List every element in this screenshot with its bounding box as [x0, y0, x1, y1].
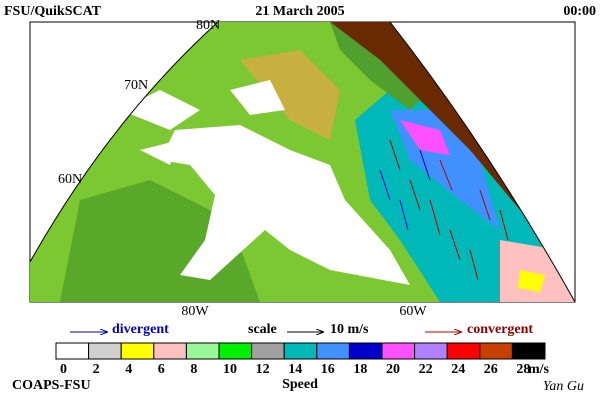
lon-label: 60W [399, 304, 427, 319]
lon-label: 80W [181, 304, 209, 319]
colorbar: 0 2 4 6 8 10 12 14 16 18 20 22 24 26 28m/s [55, 342, 550, 377]
colorbar-tick: 28 [516, 362, 530, 377]
colorbar-box [316, 342, 350, 360]
colorbar-tick: 20 [386, 362, 400, 377]
wind-arrows [389, 139, 509, 281]
colorbar-tick: 16 [321, 362, 335, 377]
lat-label: 60N [58, 172, 82, 187]
title: FSU/QuikSCAT [4, 4, 102, 19]
colorbar-box [153, 342, 187, 360]
colorbar-tick: 26 [484, 362, 498, 377]
lat-label: 70N [124, 78, 148, 93]
colorbar-box [283, 342, 318, 360]
colorbar-tick: 22 [419, 362, 433, 377]
colorbar-tick: 4 [125, 362, 132, 377]
greenland-coast [330, 22, 420, 110]
colorbar-box [55, 342, 90, 360]
colorbar-box [88, 342, 122, 360]
colorbar-box [185, 342, 220, 360]
colorbar-box [414, 342, 448, 360]
scale-value: 10 m/s [330, 322, 369, 337]
scale-label: scale [248, 322, 277, 337]
footer-left: COAPS-FSU [12, 378, 91, 393]
colorbar-box [511, 342, 546, 360]
colorbar-tick: 18 [353, 362, 367, 377]
colorbar-box [446, 342, 481, 360]
colorbar-tick: 14 [288, 362, 302, 377]
wind-max [400, 120, 450, 155]
divergent-label: divergent [112, 322, 169, 337]
lat-label: 80N [196, 18, 220, 33]
colorbar-tick: 8 [190, 362, 197, 377]
colorbar-tick: 24 [451, 362, 465, 377]
highland [240, 50, 340, 140]
convergent-label: convergent [467, 322, 533, 337]
footer-right: Yan Gu [543, 379, 584, 394]
sector-edge [29, 21, 576, 303]
colorbar-box [381, 342, 416, 360]
colorbar-tick: 2 [93, 362, 100, 377]
colorbar-box [251, 342, 285, 360]
time: 00:00 [563, 4, 596, 19]
wind-calm [518, 270, 545, 292]
colorbar-box [348, 342, 383, 360]
colorbar-unit: m/s [528, 362, 550, 377]
colorbar-tick: 12 [256, 362, 270, 377]
colorbar-box [218, 342, 253, 360]
date: 21 March 2005 [255, 4, 344, 19]
colorbar-label: Speed [282, 377, 318, 392]
colorbar-box [120, 342, 155, 360]
colorbar-tick: 10 [223, 362, 237, 377]
map: 80N 70N 60N 80W 60W [29, 18, 576, 319]
hudson-bay [160, 125, 410, 285]
colorbar-tick: 0 [60, 362, 67, 377]
colorbar-tick: 6 [158, 362, 165, 377]
colorbar-box [479, 342, 513, 360]
wind-arrows-divergent [379, 149, 431, 231]
channels [120, 80, 285, 165]
